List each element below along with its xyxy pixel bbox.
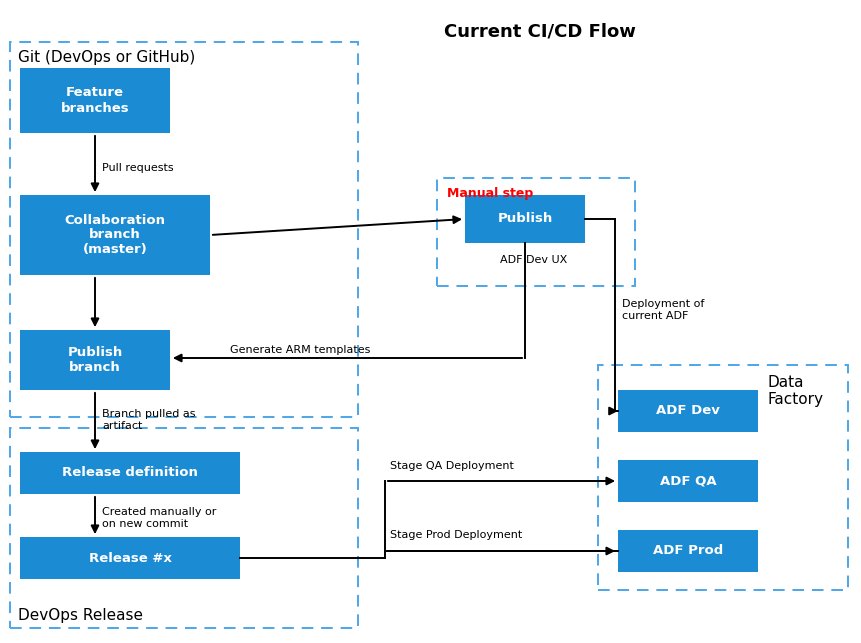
Bar: [10, 428, 357, 628]
Text: Generate ARM templates: Generate ARM templates: [230, 345, 370, 355]
Bar: [20, 68, 170, 133]
Bar: [20, 452, 239, 494]
Text: Collaboration
branch
(master): Collaboration branch (master): [65, 213, 165, 257]
Bar: [617, 460, 757, 502]
Bar: [20, 537, 239, 579]
Text: Stage Prod Deployment: Stage Prod Deployment: [389, 530, 522, 540]
Text: Current CI/CD Flow: Current CI/CD Flow: [443, 22, 635, 40]
Bar: [617, 530, 757, 572]
Text: Feature
branches: Feature branches: [60, 87, 129, 114]
Bar: [20, 330, 170, 390]
Text: ADF QA: ADF QA: [659, 475, 715, 487]
Text: DevOps Release: DevOps Release: [18, 608, 143, 623]
Bar: [464, 195, 585, 243]
Text: Created manually or
on new commit: Created manually or on new commit: [102, 507, 216, 529]
Bar: [10, 42, 357, 417]
Text: Pull requests: Pull requests: [102, 163, 173, 173]
Text: Data
Factory: Data Factory: [767, 375, 823, 408]
Text: Stage QA Deployment: Stage QA Deployment: [389, 461, 513, 471]
Text: ADF Prod: ADF Prod: [652, 545, 722, 557]
Bar: [437, 178, 635, 286]
Text: ADF Dev UX: ADF Dev UX: [499, 255, 567, 265]
Text: Publish
branch: Publish branch: [67, 346, 122, 374]
Text: Release definition: Release definition: [62, 467, 198, 480]
Bar: [20, 195, 210, 275]
Text: Manual step: Manual step: [447, 187, 533, 200]
Bar: [617, 390, 757, 432]
Text: ADF Dev: ADF Dev: [655, 404, 719, 417]
Text: Deployment of
current ADF: Deployment of current ADF: [622, 299, 703, 321]
Text: Git (DevOps or GitHub): Git (DevOps or GitHub): [18, 50, 195, 65]
Text: Branch pulled as
artifact: Branch pulled as artifact: [102, 409, 195, 431]
Text: Publish: Publish: [497, 212, 552, 226]
Bar: [598, 365, 847, 590]
Text: Release #x: Release #x: [89, 552, 171, 565]
